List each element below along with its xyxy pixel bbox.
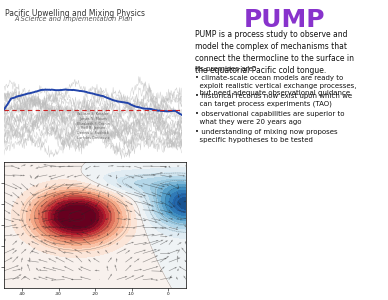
Text: Pacific Upwelling and Mixing Physics: Pacific Upwelling and Mixing Physics — [5, 9, 145, 18]
Text: PUMP is a process study to observe and
model the complex of mechanisms that
conn: PUMP is a process study to observe and m… — [195, 30, 354, 75]
Text: • climate-scale ocean models are ready to
  exploit realistic vertical exchange : • climate-scale ocean models are ready t… — [195, 75, 357, 97]
Text: PUMP: PUMP — [244, 8, 326, 32]
Text: William S. Kessler
James N. Moum
Elizabeth F. Cronin
Rolf B. Jensen
Dennis L. Ru: William S. Kessler James N. Moum Elizabe… — [77, 112, 109, 140]
Text: • understanding of mixing now proposes
  specific hypotheses to be tested: • understanding of mixing now proposes s… — [195, 129, 338, 143]
Text: Nov 2004  Rev. January 2005: Nov 2004 Rev. January 2005 — [30, 162, 107, 167]
Text: A Science and Implementation Plan: A Science and Implementation Plan — [14, 16, 132, 22]
Text: Its premises are:: Its premises are: — [195, 66, 256, 72]
Text: • observational capabilities are superior to
  what they were 20 years ago: • observational capabilities are superio… — [195, 111, 345, 125]
Text: • historical records now exist upon which we
  can target process experiments (T: • historical records now exist upon whic… — [195, 93, 352, 107]
